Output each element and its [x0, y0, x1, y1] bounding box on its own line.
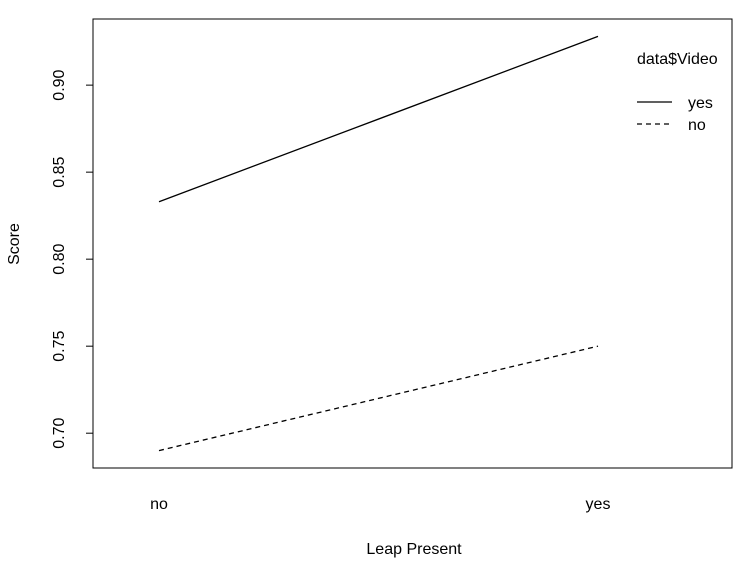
y-axis-label: Score [6, 223, 23, 265]
plot-frame [92, 18, 733, 469]
y-tick-label: 0.90 [51, 69, 68, 100]
series-line-no [158, 345, 599, 452]
x-tick-label: yes [586, 496, 611, 513]
y-tick-label: 0.85 [51, 156, 68, 187]
y-tick-label: 0.70 [51, 418, 68, 449]
legend-title: data$Video [637, 51, 718, 68]
x-axis-label: Leap Present [366, 541, 462, 558]
series-lines [158, 35, 599, 452]
x-tick-label: no [150, 496, 168, 513]
y-axis-ticks: 0.70 0.75 0.80 0.85 0.90 [51, 69, 93, 449]
series-line-yes [158, 35, 599, 203]
y-tick-label: 0.80 [51, 243, 68, 274]
legend-label-yes: yes [688, 95, 713, 112]
legend-label-no: no [688, 117, 706, 134]
y-tick-label: 0.75 [51, 331, 68, 362]
legend: data$Video yes no [637, 51, 718, 134]
x-axis-ticks: no yes [150, 496, 610, 513]
